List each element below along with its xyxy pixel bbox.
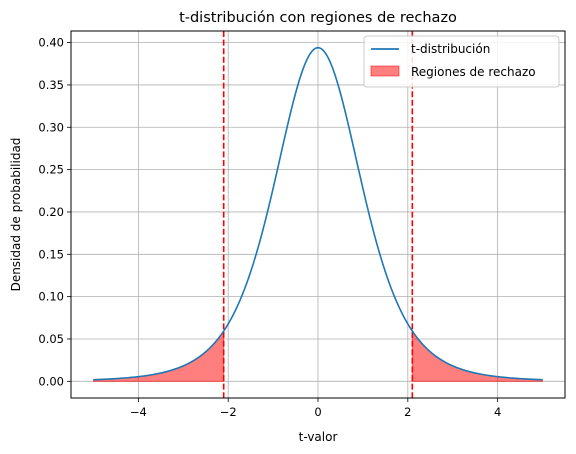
y-tick-label-4: 0.20 <box>38 205 64 219</box>
legend-region-swatch <box>371 66 399 76</box>
y-tick-label-1: 0.05 <box>38 332 64 346</box>
y-tick-label-3: 0.15 <box>38 247 64 261</box>
y-tick-label-0: 0.00 <box>38 374 64 388</box>
x-tick-label-4: 4 <box>494 405 501 419</box>
legend-label-line: t-distribución <box>411 42 490 56</box>
legend: t-distribución Regiones de rechazo <box>364 36 559 87</box>
x-axis-ticks: −4 −2 0 2 4 <box>130 398 501 419</box>
legend-label-region: Regiones de rechazo <box>411 65 536 79</box>
y-tick-label-6: 0.30 <box>38 120 64 134</box>
x-tick-label-2: 0 <box>314 405 321 419</box>
y-tick-label-5: 0.25 <box>38 163 64 177</box>
x-tick-label-3: 2 <box>404 405 411 419</box>
chart-title: t-distribución con regiones de rechazo <box>179 10 457 26</box>
y-axis-ticks: 0.00 0.05 0.10 0.15 0.20 0.25 0.30 0.35 0.40 <box>38 36 71 389</box>
y-tick-label-8: 0.40 <box>38 36 64 50</box>
x-axis-label: t-valor <box>299 430 338 444</box>
x-tick-label-1: −2 <box>220 405 237 419</box>
y-tick-label-7: 0.35 <box>38 78 64 92</box>
y-tick-label-2: 0.10 <box>38 290 64 304</box>
x-tick-label-0: −4 <box>130 405 147 419</box>
y-axis-label: Densidad de probabilidad <box>9 138 23 292</box>
